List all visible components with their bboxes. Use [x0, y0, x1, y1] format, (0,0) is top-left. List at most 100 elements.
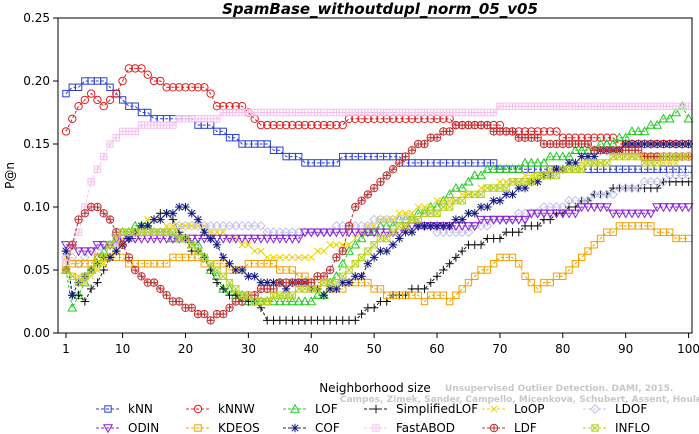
data-point-ldf: [388, 165, 398, 174]
data-point-knnw: [68, 114, 77, 124]
data-point-odin: [526, 209, 537, 219]
data-point-loop: [439, 197, 447, 205]
data-point-fastabod: [175, 115, 183, 123]
data-point-inflo: [232, 285, 240, 293]
data-point-inflo: [100, 253, 108, 262]
data-point-cof: [344, 278, 354, 287]
data-point-loop: [427, 203, 435, 211]
chart-title: SpamBase_withoutdupl_norm_05_v05: [222, 0, 538, 18]
data-point-simplifiedlof: [351, 316, 360, 325]
data-point-ldof: [256, 220, 266, 231]
data-point-inflo: [68, 272, 76, 281]
data-point-odin: [532, 209, 543, 219]
data-point-loop: [276, 253, 284, 261]
data-point-ldf: [338, 246, 347, 256]
data-point-lof: [683, 113, 694, 123]
data-point-kdeos: [559, 272, 567, 281]
data-point-odin: [501, 215, 512, 225]
data-point-simplifiedlof: [99, 265, 108, 275]
data-point-cof: [351, 272, 360, 281]
data-point-ldf: [357, 196, 366, 205]
data-point-odin: [243, 234, 254, 244]
series-line-odin: [66, 206, 689, 252]
data-point-odin: [557, 209, 568, 219]
data-point-loop: [527, 171, 535, 180]
data-point-knnw: [590, 133, 599, 142]
data-point-inflo: [364, 247, 372, 255]
legend-item-knnw: kNNW: [186, 402, 255, 416]
data-point-fastabod: [112, 134, 121, 142]
data-point-lof: [469, 170, 480, 180]
data-point-simplifiedlof: [445, 259, 454, 268]
data-point-kdeos: [471, 272, 479, 281]
data-point-fastabod: [615, 102, 624, 110]
data-point-ldf: [99, 209, 108, 218]
data-point-ldf: [174, 297, 184, 306]
data-point-knnw: [168, 83, 178, 92]
data-point-ldf: [351, 202, 360, 212]
x-tick-label: 100: [677, 342, 699, 356]
data-point-odin: [79, 247, 90, 257]
data-point-fastabod: [533, 102, 542, 110]
data-point-odin: [86, 247, 97, 257]
data-point-odin: [482, 215, 493, 225]
data-point-knn: [294, 152, 303, 161]
data-point-loop: [370, 222, 378, 230]
data-point-fastabod: [401, 108, 410, 117]
legend-label-inflo: INFLO: [615, 421, 650, 434]
data-point-odin: [551, 209, 562, 219]
data-point-loop: [496, 178, 504, 186]
legend-label-odin: ODIN: [128, 421, 159, 434]
data-point-fastabod: [452, 108, 460, 117]
data-point-fastabod: [628, 102, 636, 110]
data-point-fastabod: [489, 108, 498, 117]
data-point-inflo: [225, 278, 234, 287]
data-point-kdeos: [414, 291, 422, 299]
data-point-lof: [626, 126, 638, 136]
data-point-fastabod: [213, 115, 221, 123]
data-point-fastabod: [458, 108, 466, 117]
data-point-kdeos: [584, 247, 592, 255]
data-point-fastabod: [339, 108, 347, 117]
y-tick-label: 0.10: [23, 200, 50, 214]
legend-label-ldof: LDOF: [615, 402, 647, 416]
data-point-knnw: [130, 64, 140, 73]
data-point-fastabod: [232, 108, 240, 117]
data-point-ldof: [67, 252, 78, 263]
data-point-fastabod: [307, 108, 315, 117]
data-point-ldf: [93, 202, 102, 212]
data-point-inflo: [502, 184, 510, 192]
data-point-lof: [457, 182, 468, 192]
data-point-simplifiedlof: [451, 253, 461, 262]
data-point-ldf: [325, 265, 335, 275]
data-point-loop: [659, 159, 667, 167]
data-point-odin: [520, 215, 531, 225]
data-point-odin: [614, 209, 625, 219]
data-point-ldf: [118, 240, 127, 250]
data-point-odin: [369, 228, 380, 238]
data-point-cof: [665, 139, 674, 149]
data-point-knnw: [313, 120, 322, 130]
data-point-fastabod: [301, 108, 309, 117]
data-point-cof: [407, 228, 417, 237]
data-point-knnw: [256, 120, 266, 130]
data-point-knnw: [118, 76, 127, 86]
data-point-simplifiedlof: [369, 303, 379, 312]
data-point-inflo: [206, 260, 215, 268]
data-point-fastabod: [577, 102, 586, 110]
data-point-inflo: [357, 253, 366, 262]
data-point-loop: [163, 222, 171, 230]
data-point-loop: [402, 209, 410, 217]
data-point-inflo: [370, 241, 378, 249]
x-tick-label: 40: [304, 342, 319, 356]
data-point-knnw: [602, 133, 612, 142]
data-point-odin: [98, 241, 109, 251]
data-point-odin: [224, 234, 235, 244]
data-point-odin: [350, 228, 361, 238]
data-point-ldf: [407, 146, 417, 155]
data-point-fastabod: [313, 108, 322, 117]
data-point-odin: [356, 228, 367, 238]
data-point-fastabod: [552, 102, 561, 110]
data-point-inflo: [87, 266, 95, 274]
data-point-fastabod: [515, 102, 523, 110]
